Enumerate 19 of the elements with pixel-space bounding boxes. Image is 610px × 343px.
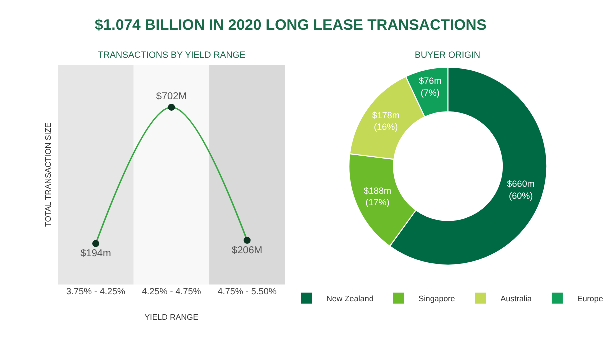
data-label: $178m (16%) [372, 110, 400, 132]
x-tick-label: 4.25% - 4.75% [142, 286, 202, 297]
y-axis-title: TOTAL TRANSACTION SIZE [44, 122, 53, 228]
data-label: $76m (7%) [419, 76, 442, 98]
legend-label: Singapore [418, 294, 456, 304]
chart-title: $1.074 BILLION IN 2020 LONG LEASE TRANSACTIONS [95, 17, 487, 34]
legend-label: New Zealand [326, 294, 374, 304]
data-label: $194m [80, 248, 112, 260]
x-tick-label: 4.75% - 5.50% [218, 286, 277, 297]
data-label: $702M [156, 92, 187, 103]
legend-label: Australia [500, 294, 532, 304]
data-label: $206M [232, 245, 263, 256]
x-tick-label: 3.75% - 4.25% [66, 286, 126, 297]
data-label: $188m (17%) [364, 186, 392, 208]
chart-title: BUYER ORIGIN [415, 50, 481, 60]
data-label: $660m (60%) [507, 179, 535, 201]
legend-label: Europe [577, 294, 604, 304]
chart-subtitle: TRANSACTIONS BY YIELD RANGE [98, 50, 246, 60]
x-axis-title: YIELD RANGE [144, 312, 199, 322]
